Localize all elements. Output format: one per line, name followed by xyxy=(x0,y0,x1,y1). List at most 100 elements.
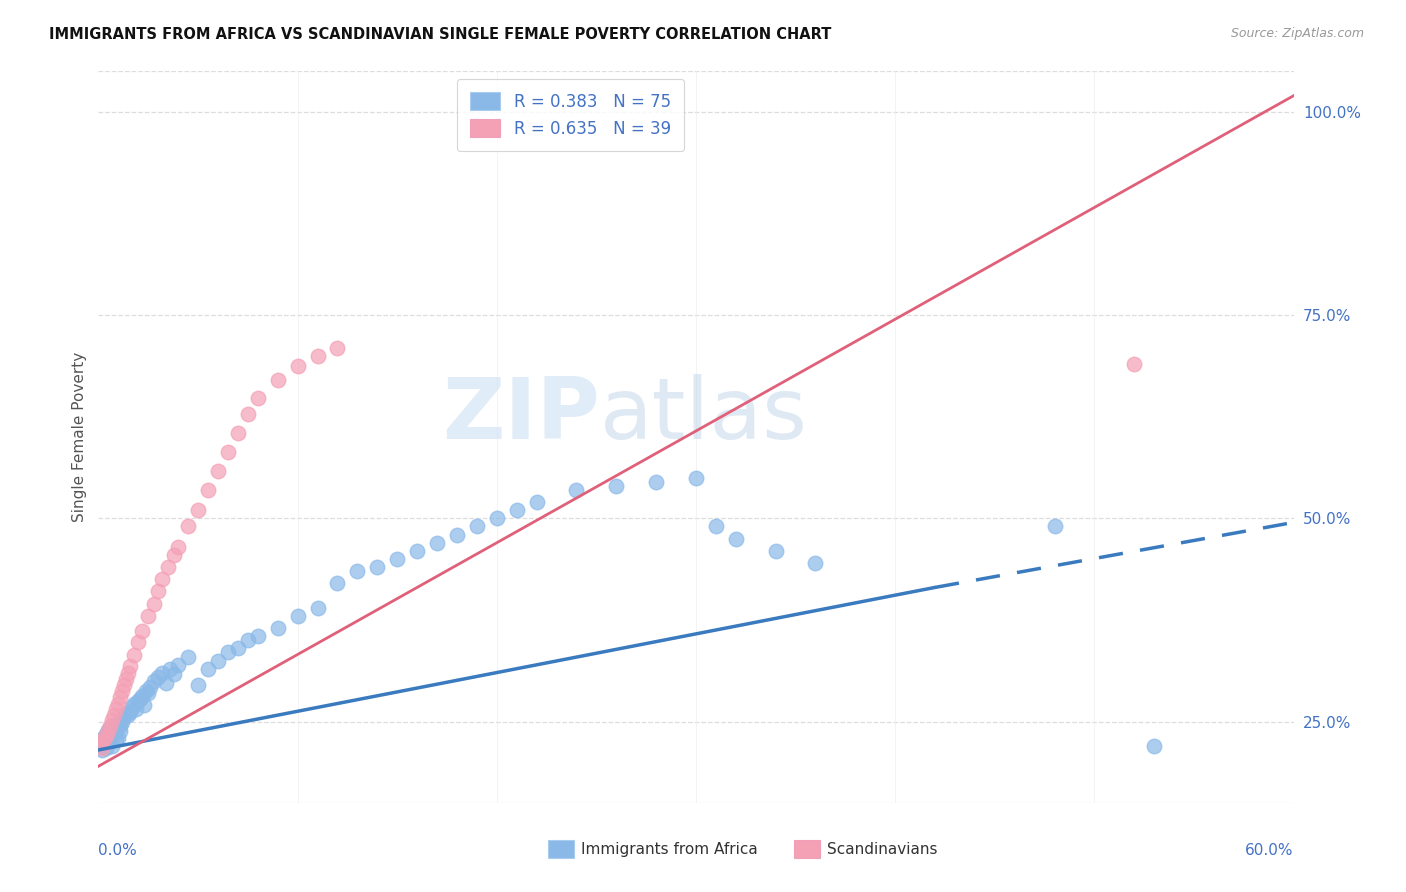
Point xyxy=(287,359,309,373)
Point xyxy=(307,349,329,363)
Point xyxy=(120,705,142,719)
Point xyxy=(246,391,269,405)
Point xyxy=(150,665,173,680)
Point xyxy=(105,732,128,747)
Point xyxy=(159,662,181,676)
Point xyxy=(101,713,124,727)
Point xyxy=(110,690,132,705)
Point xyxy=(485,511,508,525)
Point xyxy=(1123,357,1146,371)
Point xyxy=(187,678,209,692)
Point xyxy=(645,475,668,489)
Point xyxy=(131,689,153,703)
Point xyxy=(226,425,249,440)
Point xyxy=(197,483,219,497)
Point xyxy=(326,576,349,591)
Point xyxy=(446,527,468,541)
Point xyxy=(326,341,349,355)
Point xyxy=(236,633,259,648)
Point xyxy=(197,662,219,676)
Point xyxy=(96,729,118,743)
Point xyxy=(112,678,135,692)
Text: IMMIGRANTS FROM AFRICA VS SCANDINAVIAN SINGLE FEMALE POVERTY CORRELATION CHART: IMMIGRANTS FROM AFRICA VS SCANDINAVIAN S… xyxy=(49,27,831,42)
Point xyxy=(96,727,118,741)
Point xyxy=(97,735,120,749)
Point xyxy=(163,548,186,562)
Point xyxy=(97,723,120,737)
Point xyxy=(124,697,146,711)
Point xyxy=(366,560,388,574)
Point xyxy=(150,572,173,586)
Point xyxy=(127,635,149,649)
Y-axis label: Single Female Poverty: Single Female Poverty xyxy=(72,352,87,522)
Point xyxy=(96,740,118,755)
Point xyxy=(131,624,153,638)
Point xyxy=(103,708,125,723)
Point xyxy=(135,683,157,698)
Point xyxy=(103,727,125,741)
Point xyxy=(526,495,548,509)
Point xyxy=(704,519,727,533)
Point xyxy=(110,718,132,732)
FancyBboxPatch shape xyxy=(548,840,574,858)
Point xyxy=(136,686,159,700)
Point xyxy=(129,691,152,706)
Point xyxy=(804,556,827,570)
Point xyxy=(105,702,128,716)
Point xyxy=(115,673,138,687)
Point xyxy=(103,718,125,732)
Point xyxy=(110,724,132,739)
Point xyxy=(112,710,135,724)
Point xyxy=(111,714,134,729)
Text: ZIP: ZIP xyxy=(443,374,600,457)
Point xyxy=(91,740,114,755)
Point xyxy=(155,675,177,690)
Text: atlas: atlas xyxy=(600,374,808,457)
Point xyxy=(226,641,249,656)
Point xyxy=(177,649,200,664)
Point xyxy=(177,519,200,533)
Point xyxy=(121,699,143,714)
Point xyxy=(139,681,162,695)
Point xyxy=(724,532,747,546)
Point xyxy=(465,519,488,533)
Point xyxy=(97,724,120,739)
Point xyxy=(217,444,239,458)
Point xyxy=(187,503,209,517)
Text: 60.0%: 60.0% xyxy=(1246,843,1294,858)
Point xyxy=(287,608,309,623)
Text: 0.0%: 0.0% xyxy=(98,843,138,858)
Point xyxy=(89,735,111,749)
Point xyxy=(385,552,409,566)
Point xyxy=(426,535,449,549)
Point xyxy=(107,697,129,711)
Point xyxy=(134,698,156,713)
Legend: R = 0.383   N = 75, R = 0.635   N = 39: R = 0.383 N = 75, R = 0.635 N = 39 xyxy=(457,78,685,151)
FancyBboxPatch shape xyxy=(794,840,820,858)
Point xyxy=(117,708,139,723)
Point xyxy=(346,564,368,578)
Point xyxy=(143,597,166,611)
Point xyxy=(167,540,190,554)
Point xyxy=(93,732,115,747)
Point xyxy=(143,673,166,688)
Point xyxy=(98,718,122,732)
Point xyxy=(148,584,170,599)
Point xyxy=(267,373,290,387)
Point xyxy=(124,648,146,662)
Point xyxy=(127,694,149,708)
Point xyxy=(117,665,139,680)
Point xyxy=(93,737,115,751)
Point xyxy=(120,659,142,673)
Point xyxy=(1043,519,1066,533)
Point xyxy=(236,407,259,421)
Point xyxy=(246,629,269,643)
Point xyxy=(163,667,186,681)
Point xyxy=(98,732,122,747)
Point xyxy=(91,743,114,757)
Point xyxy=(107,716,129,731)
Point xyxy=(207,654,229,668)
Point xyxy=(107,731,129,745)
Text: Immigrants from Africa: Immigrants from Africa xyxy=(581,842,758,857)
Point xyxy=(93,731,115,745)
